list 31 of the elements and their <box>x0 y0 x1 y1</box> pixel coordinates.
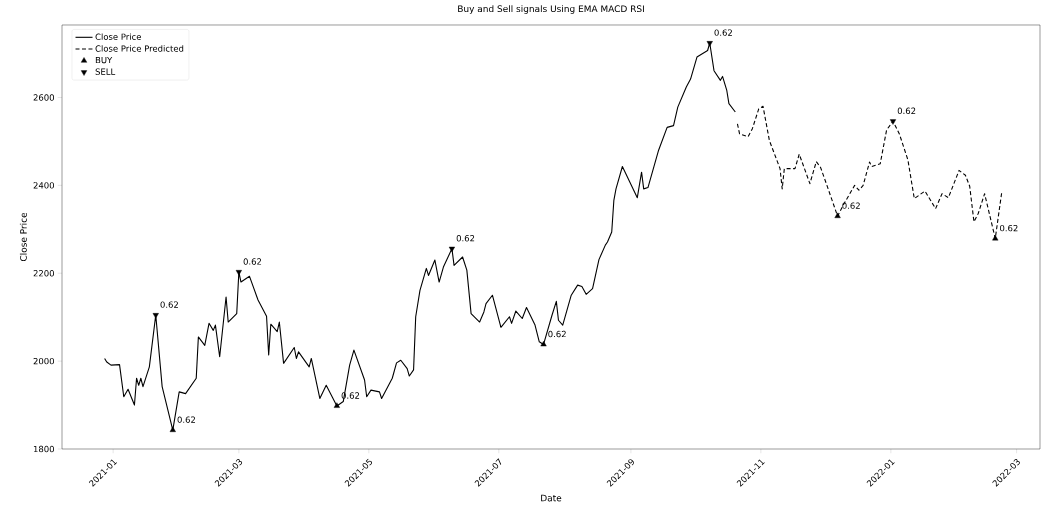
y-tick-label: 2200 <box>33 270 54 277</box>
point <box>992 235 999 241</box>
point <box>152 313 159 319</box>
annotation: 0.62 <box>456 235 475 242</box>
legend-label: SELL <box>95 68 116 75</box>
annotation: 0.62 <box>548 330 566 338</box>
annotation: 0.62 <box>177 416 196 423</box>
point <box>706 41 713 47</box>
point <box>540 340 547 347</box>
point <box>169 426 176 432</box>
y-tick-label: 2400 <box>33 182 54 189</box>
annotation: 0.62 <box>243 258 262 265</box>
legend-label: BUY <box>95 56 113 64</box>
point <box>889 119 897 125</box>
annotation: 0.62 <box>160 301 178 308</box>
annotation: 0.62 <box>1000 224 1018 232</box>
y-tick-label: 1800 <box>33 445 54 453</box>
x-axis-title: Date <box>541 494 562 502</box>
y-tick-label: 2600 <box>33 94 54 101</box>
y-axis-title: Close Price <box>19 212 27 262</box>
legend-label: Close Price <box>95 33 142 40</box>
annotation: 0.62 <box>842 202 860 209</box>
point <box>333 402 340 408</box>
annotation: 0.62 <box>714 29 732 36</box>
chart-title: Buy and Sell signals Using EMA MACD RSI <box>458 5 644 14</box>
point <box>834 212 841 218</box>
point <box>448 246 455 253</box>
annotation: 0.62 <box>897 107 916 115</box>
y-tick-label: 2000 <box>33 357 54 365</box>
legend-label: Close Price Predicted <box>95 45 184 52</box>
point <box>235 270 242 276</box>
